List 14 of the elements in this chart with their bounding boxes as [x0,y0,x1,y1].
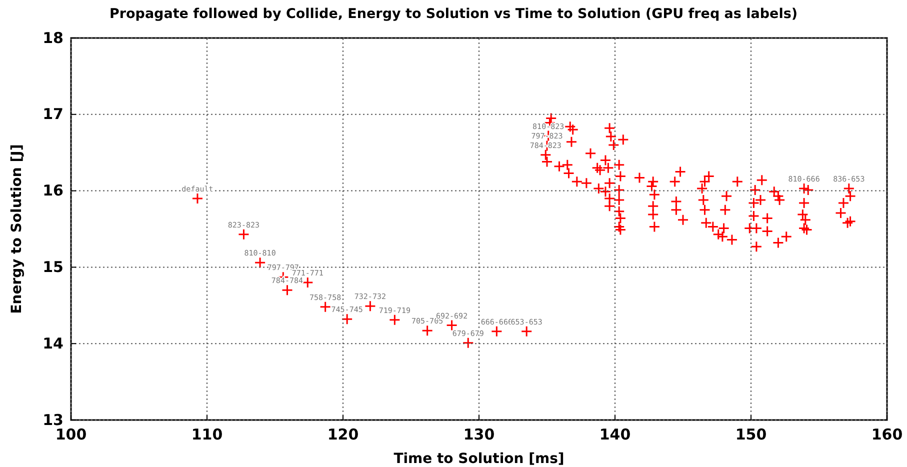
x-tick-label: 130 [463,426,495,444]
y-tick-label: 17 [42,105,64,124]
x-tick-label: 150 [735,426,767,444]
x-tick-label: 140 [599,426,631,444]
y-tick-label: 18 [42,28,64,47]
chart-title: Propagate followed by Collide, Energy to Solution vs Time to Solution (GPU freq as labels) [109,6,798,22]
y-tick-label: 16 [42,182,64,200]
y-tick-label: 14 [42,334,64,352]
x-tick-label: 160 [871,426,903,444]
x-axis-title: Time to Solution [ms] [394,451,564,467]
y-tick-label: 15 [42,258,64,276]
x-tick-label: 110 [191,426,223,444]
x-tick-label: 120 [327,426,359,444]
y-axis-title: Energy to Solution [J] [9,144,25,314]
